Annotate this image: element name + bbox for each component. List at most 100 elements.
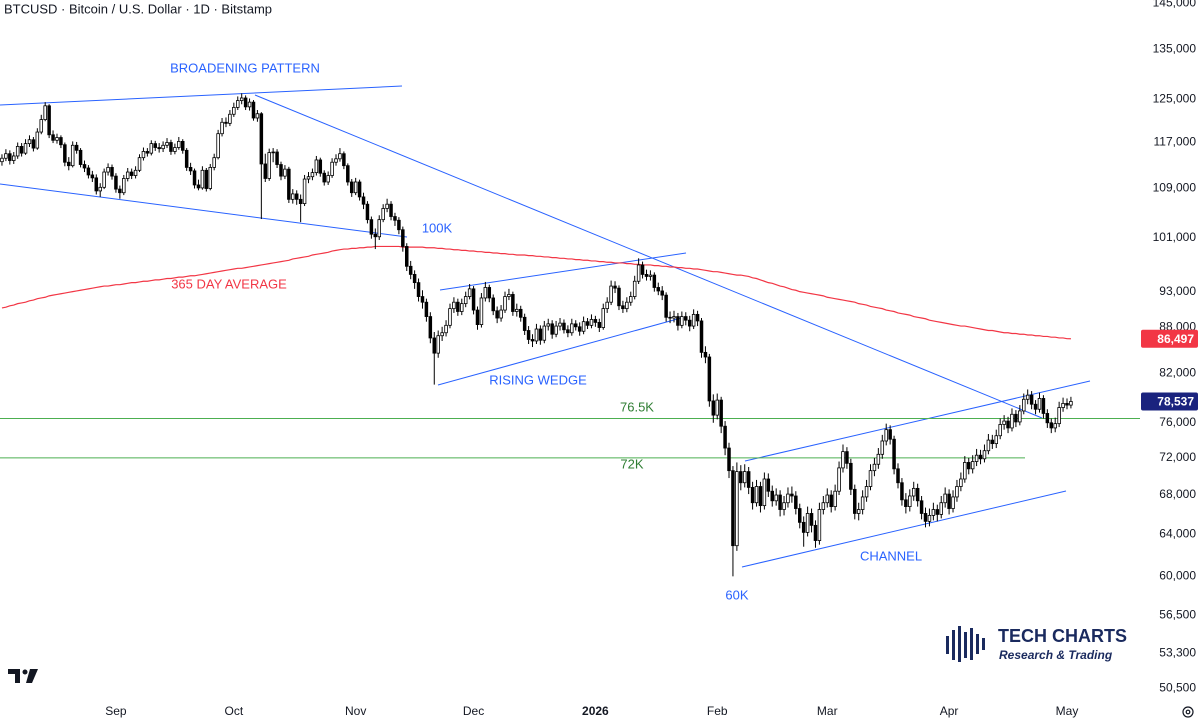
candle-body [1041,398,1046,414]
candle-body [365,203,370,221]
candle-body [255,113,260,119]
candle-body [632,280,637,297]
candle-body [687,319,692,327]
candle-body [978,454,983,460]
candle-body [310,172,315,178]
logo-icon [946,626,985,662]
candle-body [904,499,908,508]
candle-body [349,181,354,194]
x-tick-label: Apr [940,704,959,718]
candle-body [699,320,704,353]
candle-body [428,316,433,339]
candle-body [786,493,790,504]
candle-body [432,337,437,354]
candle-body [263,163,268,179]
candle-body [1010,413,1014,429]
candle-body [656,287,661,292]
candle-body [145,151,150,154]
candle-body [660,290,664,296]
annotation: 60K [725,587,748,602]
candle-body [444,324,448,334]
candle-body [955,486,959,498]
candle-body [923,513,928,522]
candle-body [267,152,271,179]
candle-body [495,310,499,319]
last-price-label-box [1141,392,1198,411]
candle-body [361,196,366,205]
candle-body [4,153,8,159]
candle-body [23,143,28,154]
candle-body [82,164,87,169]
candle-body [695,313,700,322]
candle-body [424,301,429,317]
candle-body [845,451,849,464]
candle-body [841,451,845,469]
candle-body [589,319,594,326]
candle-body [1057,407,1061,425]
y-tick-label: 101,000 [1153,230,1197,244]
y-tick-label: 93,000 [1159,284,1196,298]
candle-body [353,181,358,194]
candle-body [192,170,197,186]
candle-body [1065,403,1069,406]
candle-body [259,113,264,165]
candle-body [1022,398,1026,412]
candle-body [106,167,110,173]
x-tick-label: Oct [224,704,243,718]
x-tick-label: Mar [817,704,838,718]
settings-icon[interactable] [1182,706,1194,718]
channel-bottom [741,490,1067,568]
candle-body [397,219,401,231]
candle-body [829,494,833,508]
candle-body [507,294,511,297]
candle-body [232,106,236,115]
candle-body [550,323,554,335]
y-tick-label: 135,000 [1153,42,1197,56]
x-tick-label: Nov [345,704,366,718]
last-price-label: 78,537 [1157,395,1194,409]
candle-body [169,142,173,152]
candle-body [86,167,91,176]
candle-body [180,141,185,151]
candle-body [707,356,712,402]
candle-body [401,229,405,247]
candle-body [129,171,134,176]
candle-body [149,143,154,154]
candle-body [833,490,837,508]
candle-body [326,175,330,183]
candle-body [805,513,810,533]
candle-body [939,502,943,515]
candle-body [625,301,629,310]
candle-body [141,151,146,159]
candle-body [196,184,201,189]
candle-body [774,494,778,502]
candle-body [291,193,295,200]
candle-body [275,151,279,165]
candle-body [385,203,389,209]
candle-body [236,100,240,108]
candle-body [318,159,323,174]
candle-body [357,181,362,198]
candle-body [1002,420,1006,425]
candle-body [12,155,16,161]
candle-body [880,440,885,455]
candle-body [389,203,393,217]
candle-body [601,308,606,328]
chart-title: BTCUSD · Bitcoin / U.S. Dollar · 1D · Bi… [4,1,272,16]
candle-body [393,216,397,221]
candle-body [522,316,527,331]
candle-body [47,105,51,136]
broadening-bottom [0,183,408,238]
candle-body [67,161,71,167]
candle-body [530,339,535,342]
candle-body [1025,394,1030,400]
candle-body [770,490,774,502]
candle-body [856,509,861,514]
x-tick-label: Feb [707,704,728,718]
candle-body [405,246,409,267]
candle-body [966,462,971,470]
candle-body [165,142,169,146]
y-tick-label: 68,000 [1159,487,1196,501]
candle-body [915,487,920,502]
